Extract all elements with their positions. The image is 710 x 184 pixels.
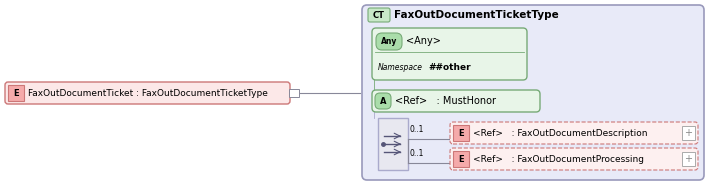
Text: <Ref>   : FaxOutDocumentDescription: <Ref> : FaxOutDocumentDescription (473, 128, 648, 137)
Bar (8, 85, 24, 101)
Text: +: + (684, 154, 692, 164)
Text: E: E (13, 89, 18, 98)
Text: 0..1: 0..1 (410, 149, 425, 158)
Text: E: E (458, 128, 464, 137)
FancyBboxPatch shape (368, 8, 390, 22)
Text: Any: Any (381, 37, 397, 46)
FancyBboxPatch shape (372, 28, 527, 80)
FancyBboxPatch shape (372, 90, 540, 112)
Bar (378, 118, 408, 170)
Text: <Ref>   : FaxOutDocumentProcessing: <Ref> : FaxOutDocumentProcessing (473, 155, 644, 164)
FancyBboxPatch shape (450, 122, 698, 144)
Text: FaxOutDocumentTicket : FaxOutDocumentTicketType: FaxOutDocumentTicket : FaxOutDocumentTic… (28, 89, 268, 98)
Bar (289, 89, 299, 97)
Text: FaxOutDocumentTicketType: FaxOutDocumentTicketType (394, 10, 559, 20)
Text: E: E (458, 155, 464, 164)
Text: A: A (380, 96, 386, 105)
Text: +: + (684, 128, 692, 138)
Bar (682, 126, 695, 140)
Text: Namespace: Namespace (378, 63, 423, 72)
Bar (453, 151, 469, 167)
Text: <Any>: <Any> (406, 36, 441, 47)
Bar (453, 125, 469, 141)
Text: CT: CT (373, 10, 385, 20)
FancyBboxPatch shape (375, 93, 391, 109)
FancyBboxPatch shape (5, 82, 290, 104)
FancyBboxPatch shape (450, 148, 698, 170)
Text: <Ref>   : MustHonor: <Ref> : MustHonor (395, 96, 496, 106)
Text: 0..1: 0..1 (410, 125, 425, 135)
Bar (682, 152, 695, 166)
FancyBboxPatch shape (362, 5, 704, 180)
FancyBboxPatch shape (376, 33, 402, 50)
Text: ##other: ##other (428, 63, 471, 72)
